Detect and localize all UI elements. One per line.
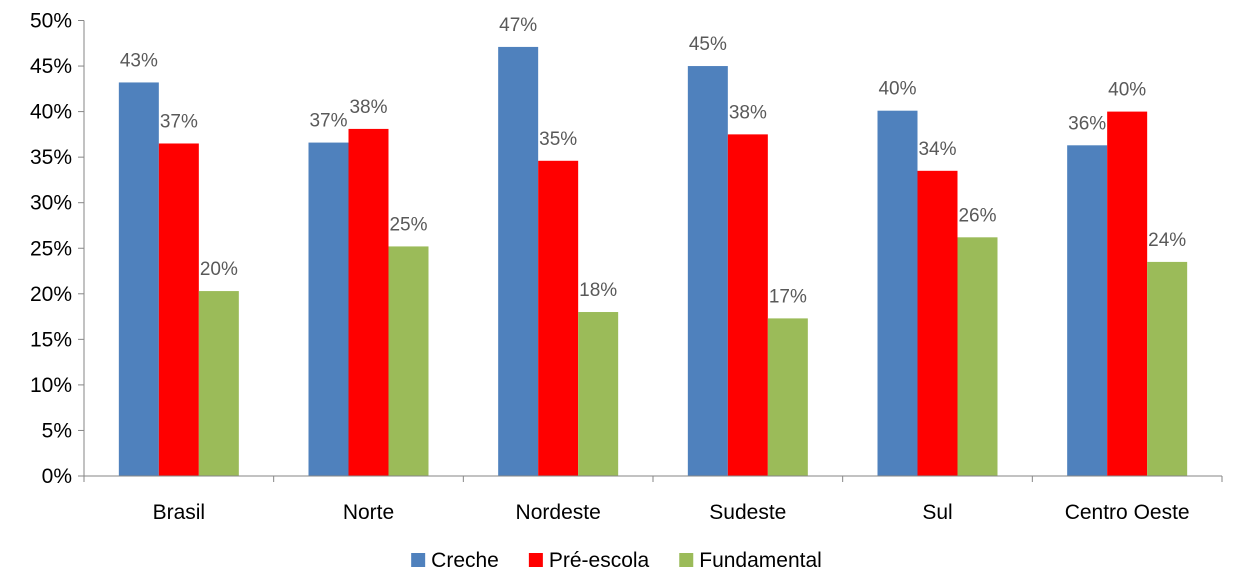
bar-fundamental-nordeste <box>578 312 619 476</box>
y-tick-label: 50% <box>30 10 72 33</box>
bar-pr-escola-norte <box>348 128 389 476</box>
bar-pr-escola-brasil <box>158 143 199 477</box>
data-label: 18% <box>579 280 617 301</box>
legend-label: Pré-escola <box>549 549 650 572</box>
data-label: 24% <box>1148 230 1186 251</box>
bars <box>118 46 1188 477</box>
bar-fundamental-norte <box>388 246 429 476</box>
bar-fundamental-centro-oeste <box>1147 261 1188 476</box>
y-tick-label: 25% <box>30 237 72 260</box>
bar-fundamental-sudeste <box>767 318 808 476</box>
bar-pr-escola-nordeste <box>538 160 579 476</box>
legend-swatch <box>411 553 426 567</box>
bar-creche-sudeste <box>687 66 728 477</box>
bar-creche-nordeste <box>498 46 539 476</box>
y-tick-label: 40% <box>30 101 72 124</box>
x-category-label: Sul <box>922 501 952 524</box>
bar-pr-escola-sudeste <box>727 134 768 476</box>
data-label: 36% <box>1068 113 1106 134</box>
bar-creche-centro-oeste <box>1067 145 1108 476</box>
bar-pr-escola-centro-oeste <box>1107 111 1148 476</box>
legend-swatch <box>679 553 694 567</box>
x-category-label: Norte <box>343 501 394 524</box>
data-label: 43% <box>120 50 158 71</box>
data-label: 40% <box>1108 80 1146 101</box>
x-category-label: Brasil <box>153 501 206 524</box>
data-label: 25% <box>389 214 427 235</box>
legend: Creche Pré-escola Fundamental <box>411 549 822 572</box>
data-label: 20% <box>200 259 238 280</box>
bar-creche-brasil <box>118 82 159 476</box>
data-label: 38% <box>729 102 767 123</box>
x-category-label: Centro Oeste <box>1065 501 1190 524</box>
y-tick-label: 5% <box>42 419 72 442</box>
y-tick-label: 35% <box>30 146 72 169</box>
y-tick-label: 10% <box>30 374 72 397</box>
y-axis: 0% 5% 10% 15% 20% 25% 30% 35% 40% 45% 50% <box>30 10 85 488</box>
legend-label: Creche <box>431 549 499 572</box>
data-label: 40% <box>878 79 916 100</box>
data-labels: 43%37%20%37%38%25%47%35%18%45%38%17%40%3… <box>120 15 1186 307</box>
data-label: 17% <box>769 286 807 307</box>
data-label: 34% <box>918 139 956 160</box>
bar-creche-sul <box>877 110 918 477</box>
bar-creche-norte <box>308 142 349 476</box>
y-tick-label: 45% <box>30 55 72 78</box>
data-label: 38% <box>349 97 387 118</box>
y-tick-label: 0% <box>42 465 72 488</box>
data-label: 26% <box>958 205 996 226</box>
data-label: 45% <box>689 34 727 55</box>
data-label: 47% <box>499 15 537 36</box>
data-label: 37% <box>309 111 347 132</box>
x-category-label: Sudeste <box>709 501 786 524</box>
x-axis: Brasil Norte Nordeste Sudeste Sul Centro Oest… <box>83 475 1223 524</box>
bar-fundamental-sul <box>957 237 998 476</box>
legend-swatch <box>528 553 543 567</box>
legend-label: Fundamental <box>699 549 822 572</box>
y-tick-label: 20% <box>30 283 72 306</box>
bar-fundamental-brasil <box>198 291 239 476</box>
y-tick-label: 30% <box>30 192 72 215</box>
y-tick-label: 15% <box>30 328 72 351</box>
data-label: 37% <box>160 111 198 132</box>
x-category-label: Nordeste <box>516 501 601 524</box>
bar-pr-escola-sul <box>917 170 958 476</box>
data-label: 35% <box>539 129 577 150</box>
